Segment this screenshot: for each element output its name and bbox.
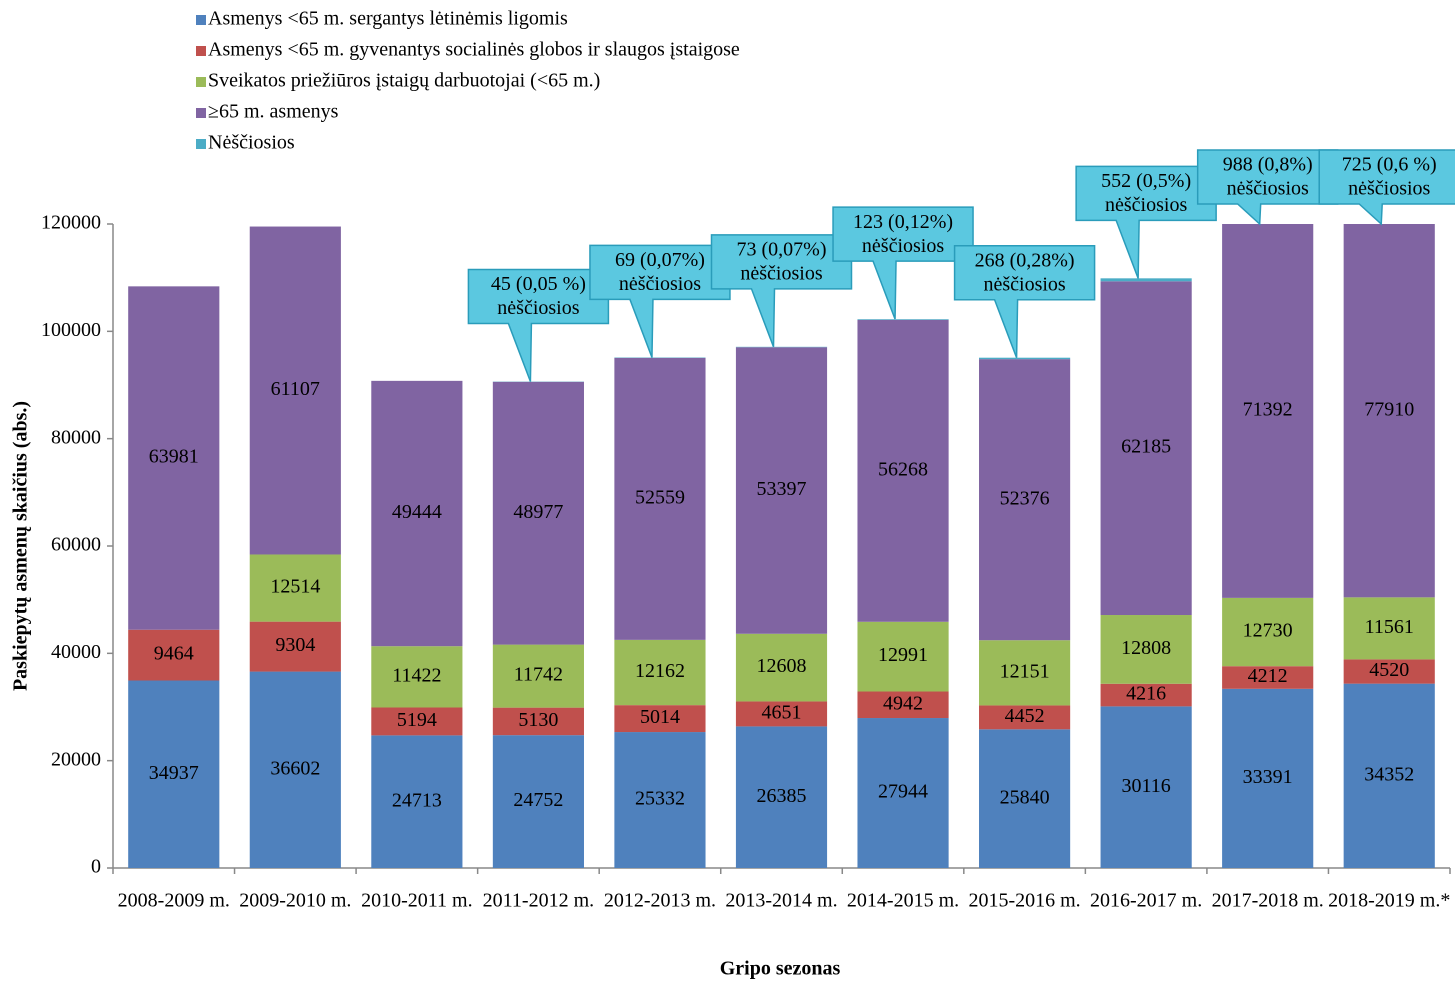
value-label: 11422	[392, 664, 441, 686]
value-label: 12991	[878, 644, 928, 666]
x-tick-label: 2017-2018 m.	[1212, 890, 1324, 912]
y-tick-label: 60000	[51, 534, 101, 556]
x-tick-label: 2008-2009 m.	[118, 890, 230, 912]
value-label: 56268	[878, 458, 928, 480]
value-label: 33391	[1243, 766, 1293, 788]
value-label: 24752	[513, 789, 563, 811]
x-tick-label: 2012-2013 m.	[604, 890, 716, 912]
y-tick-label: 120000	[41, 212, 101, 234]
legend-swatch	[196, 46, 206, 56]
legend-swatch	[196, 139, 206, 149]
value-label: 48977	[513, 501, 563, 523]
callout-text: nėščiosios	[1227, 178, 1309, 200]
callout-text: nėščiosios	[740, 262, 822, 284]
callout-label: 69 (0,07%)	[615, 249, 705, 271]
value-label: 11742	[514, 664, 563, 686]
legend-label: ≥65 m. asmenys	[208, 101, 339, 123]
callout-text: nėščiosios	[983, 273, 1065, 295]
value-label: 4942	[883, 692, 923, 714]
value-label: 77910	[1364, 398, 1414, 420]
x-tick-label: 2013-2014 m.	[725, 890, 837, 912]
x-tick-label: 2011-2012 m.	[483, 890, 594, 912]
y-tick-label: 0	[91, 856, 101, 878]
bar-segment	[1344, 179, 1435, 597]
legend-swatch	[196, 15, 206, 25]
legend-label: Sveikatos priežiūros įstaigų darbuotojai…	[208, 70, 600, 92]
callout-label: 988 (0,8%)	[1223, 154, 1313, 176]
value-label: 52559	[635, 486, 685, 508]
callout-label: 45 (0,05 %)	[491, 273, 586, 295]
callout-text: nėščiosios	[497, 297, 579, 319]
value-label: 12514	[270, 576, 320, 598]
value-label: 4651	[762, 702, 802, 724]
value-label: 9304	[275, 634, 315, 656]
value-label: 61107	[271, 378, 320, 400]
value-label: 11561	[1365, 616, 1414, 638]
value-label: 36602	[270, 757, 320, 779]
y-tick-label: 40000	[51, 641, 101, 663]
callout-text: nėščiosios	[619, 273, 701, 295]
legend-label: Asmenys <65 m. gyvenantys socialinės glo…	[208, 39, 740, 61]
callout-label: 725 (0,6 %)	[1342, 154, 1437, 176]
callout-text: nėščiosios	[1348, 178, 1430, 200]
value-label: 24713	[392, 789, 442, 811]
bar-segment	[979, 358, 1070, 359]
x-tick-label: 2018-2019 m.*	[1328, 890, 1450, 912]
x-tick-label: 2015-2016 m.	[968, 890, 1080, 912]
value-label: 4212	[1248, 665, 1288, 687]
value-label: 53397	[757, 478, 807, 500]
x-tick-label: 2014-2015 m.	[847, 890, 959, 912]
value-label: 12808	[1121, 637, 1171, 659]
value-label: 25840	[1000, 786, 1050, 808]
x-axis-label: Gripo sezonas	[720, 958, 841, 980]
callout-text: nėščiosios	[1105, 194, 1187, 216]
value-label: 34352	[1364, 763, 1414, 785]
value-label: 4452	[1005, 705, 1045, 727]
callout-label: 123 (0,12%)	[853, 211, 953, 233]
value-label: 25332	[635, 788, 685, 810]
y-tick-label: 80000	[51, 426, 101, 448]
y-tick-label: 20000	[51, 748, 101, 770]
bar-segment	[857, 319, 948, 320]
x-tick-label: 2010-2011 m.	[361, 890, 472, 912]
value-label: 12608	[757, 655, 807, 677]
bar-segment	[1101, 278, 1192, 281]
bar-segment	[1222, 209, 1313, 214]
legend-label: Nėščiosios	[208, 132, 295, 154]
value-label: 34937	[149, 762, 199, 784]
value-label: 52376	[1000, 487, 1050, 509]
value-label: 4216	[1126, 683, 1166, 705]
x-tick-label: 2009-2010 m.	[239, 890, 351, 912]
callout-label: 552 (0,5%)	[1101, 170, 1191, 192]
value-label: 9464	[154, 643, 194, 665]
legend-swatch	[196, 108, 206, 118]
legend-swatch	[196, 77, 206, 87]
y-tick-label: 100000	[41, 319, 101, 341]
x-tick-label: 2016-2017 m.	[1090, 890, 1202, 912]
value-label: 12162	[635, 660, 685, 682]
value-label: 5014	[640, 706, 680, 728]
value-label: 4520	[1369, 659, 1409, 681]
value-label: 26385	[757, 785, 807, 807]
callout-label: 73 (0,07%)	[737, 238, 827, 260]
value-label: 12730	[1243, 620, 1293, 642]
y-axis-label: Paskiepytų asmenų skaičius (abs.)	[10, 401, 32, 691]
legend-label: Asmenys <65 m. sergantys lėtinėmis ligom…	[208, 8, 568, 30]
value-label: 12151	[1000, 660, 1050, 682]
value-label: 63981	[149, 446, 199, 468]
callout-text: nėščiosios	[862, 235, 944, 257]
value-label: 5130	[518, 709, 558, 731]
value-label: 5194	[397, 709, 437, 731]
value-label: 27944	[878, 781, 928, 803]
value-label: 62185	[1121, 436, 1171, 458]
value-label: 30116	[1122, 775, 1171, 797]
callout-label: 268 (0,28%)	[975, 249, 1075, 271]
value-label: 71392	[1243, 399, 1293, 421]
value-label: 49444	[392, 501, 442, 523]
